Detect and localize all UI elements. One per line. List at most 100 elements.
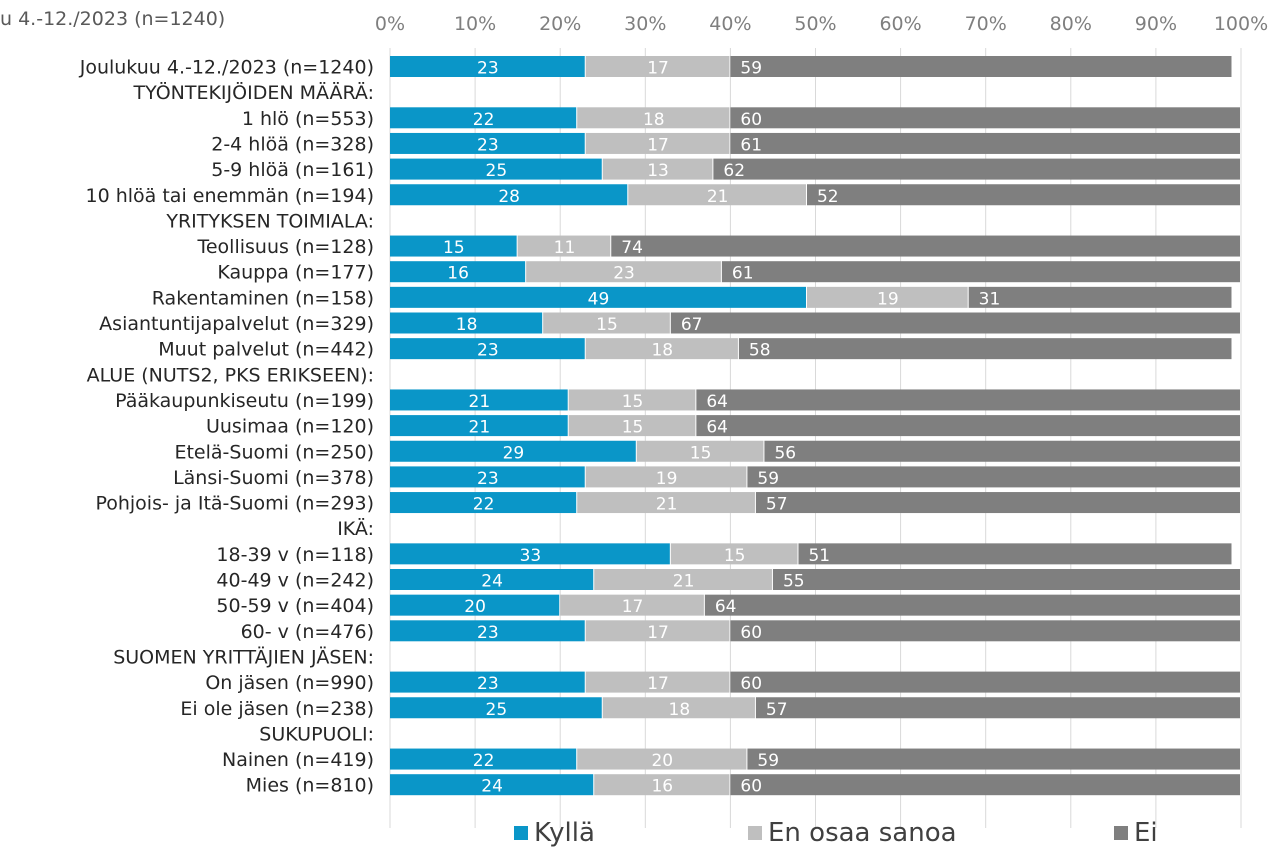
bar-segment (577, 107, 730, 129)
chart-title: u 4.-12./2023 (n=1240) (0, 8, 226, 30)
data-label: 55 (783, 572, 805, 592)
category-label: 60- v (n=476) (241, 621, 374, 643)
legend-item-ei: Ei (1114, 818, 1158, 848)
bar-segment (390, 466, 585, 488)
bar-segment (390, 184, 628, 206)
data-label: 24 (481, 777, 503, 797)
data-label: 23 (477, 469, 499, 489)
x-tick-label: 100% (1214, 13, 1268, 35)
category-label: Teollisuus (n=128) (196, 236, 374, 258)
legend-swatch-kylla (514, 826, 528, 840)
data-label: 15 (443, 238, 465, 258)
bar-segment (560, 594, 704, 616)
x-tick-label: 60% (879, 13, 921, 35)
bar-segment (585, 620, 730, 642)
data-label: 19 (877, 289, 899, 309)
x-axis-ticks: 0% 10% 20% 30% 40% 50% 60% 70% 80% 90% 100% (375, 13, 1268, 35)
bar-segment (390, 569, 594, 590)
legend-item-kylla: Kyllä (514, 818, 595, 848)
bar-segment (390, 492, 577, 514)
data-label: 33 (520, 546, 542, 566)
bar-segment (594, 569, 772, 590)
data-label: 17 (622, 597, 644, 617)
x-tick-label: 80% (1050, 13, 1092, 35)
bar-segment (968, 286, 1232, 308)
category-label: TYÖNTEKIJÖIDEN MÄÄRÄ: (133, 81, 374, 104)
data-label: 58 (749, 341, 771, 361)
category-label: Mies (n=810) (246, 775, 374, 797)
data-label: 57 (766, 700, 788, 720)
bar-segment (747, 466, 1240, 488)
bar-segment (747, 748, 1240, 770)
bar-segment (602, 697, 755, 719)
data-label: 20 (651, 751, 673, 771)
data-label: 23 (613, 264, 635, 284)
x-tick-label: 20% (539, 13, 581, 35)
bar-segment (390, 235, 517, 257)
bar-segment (806, 184, 1240, 206)
bar-segment (390, 415, 568, 437)
bar-segment (628, 184, 806, 206)
data-label: 57 (766, 495, 788, 515)
data-label: 23 (477, 59, 499, 79)
bar-segment (696, 389, 1240, 411)
data-label: 22 (473, 110, 495, 130)
data-label: 19 (656, 469, 678, 489)
category-label: 2-4 hlöä (n=328) (211, 133, 374, 155)
data-label: 25 (486, 161, 508, 181)
bar-segment (568, 389, 696, 411)
bar-segment (730, 107, 1240, 129)
legend-label-kylla: Kyllä (534, 818, 595, 848)
bar-segment (738, 338, 1232, 360)
bar-segment (764, 440, 1240, 462)
data-label: 15 (724, 546, 746, 566)
data-label: 60 (740, 110, 762, 130)
bar-segment (730, 620, 1240, 642)
data-label: 18 (669, 700, 691, 720)
data-label: 18 (651, 341, 673, 361)
bar-segment (713, 158, 1240, 180)
bar-segment (390, 338, 585, 360)
data-label: 56 (774, 443, 796, 463)
category-label: 18-39 v (n=118) (216, 544, 374, 566)
bar-segment (577, 492, 755, 514)
data-label: 15 (622, 418, 644, 438)
category-label: Pohjois- ja Itä-Suomi (n=293) (95, 493, 374, 515)
bar-segment (585, 466, 747, 488)
bar-segment (730, 132, 1240, 154)
data-label: 22 (473, 495, 495, 515)
bar-segment (670, 312, 1240, 334)
bar-segment (755, 492, 1240, 514)
data-label: 17 (647, 59, 669, 79)
data-label: 13 (647, 161, 669, 181)
data-label: 15 (690, 443, 712, 463)
data-label: 60 (740, 623, 762, 643)
data-label: 23 (477, 623, 499, 643)
x-tick-label: 70% (965, 13, 1007, 35)
data-label: 17 (647, 674, 669, 694)
bar-segment (390, 261, 526, 283)
bar-segment (390, 748, 577, 770)
data-label: 18 (643, 110, 665, 130)
data-label: 67 (681, 315, 703, 335)
x-tick-label: 50% (794, 13, 836, 35)
category-label: SUKUPUOLI: (259, 723, 374, 745)
data-label: 61 (732, 264, 754, 284)
x-tick-label: 10% (454, 13, 496, 35)
bar-segment (704, 594, 1240, 616)
legend-swatch-ei (1114, 826, 1128, 840)
data-label: 15 (622, 392, 644, 412)
data-label: 60 (740, 674, 762, 694)
category-label: ALUE (NUTS2, PKS ERIKSEEN): (87, 364, 374, 386)
legend-swatch-en-osaa-sanoa (748, 826, 762, 840)
bar-segment (670, 543, 798, 565)
data-label: 59 (757, 751, 779, 771)
data-label: 51 (808, 546, 830, 566)
bar-segment (636, 440, 764, 462)
data-label: 74 (621, 238, 643, 258)
bar-segment (730, 774, 1240, 796)
data-label: 11 (554, 238, 576, 258)
category-label: 10 hlöä tai enemmän (n=194) (86, 185, 374, 207)
bar-segment (568, 415, 696, 437)
